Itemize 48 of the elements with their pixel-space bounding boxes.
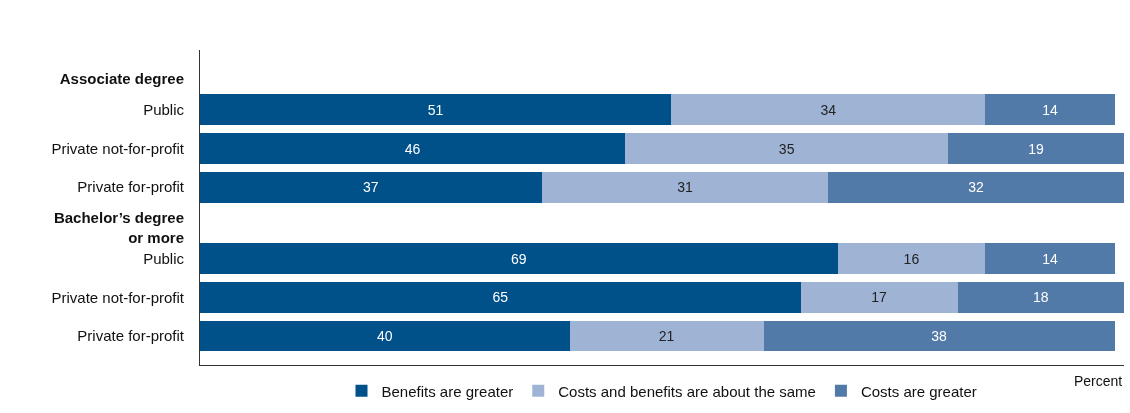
legend-label: Costs are greater (860, 382, 977, 400)
bar (763, 320, 1115, 352)
bar (985, 243, 1115, 275)
bar (828, 171, 1124, 203)
bar (800, 281, 958, 313)
bar (948, 133, 1124, 165)
data-label: 38 (931, 328, 948, 345)
data-label: 40 (376, 328, 393, 345)
bar (671, 94, 986, 126)
data-label: 34 (820, 101, 837, 118)
y-tick-label: Private for-profit (77, 327, 185, 345)
data-label: 18 (1032, 289, 1049, 306)
y-tick-label: Private for-profit (77, 178, 185, 196)
bar (200, 171, 542, 203)
data-label: 65 (492, 289, 509, 306)
data-label: 17 (871, 289, 888, 306)
data-label: 14 (1042, 250, 1058, 267)
data-label: 51 (427, 101, 444, 118)
y-tick-label: Private not-for-profit (51, 288, 185, 306)
data-label: 31 (677, 179, 693, 196)
y-tick-label: Private not-for-profit (51, 139, 185, 157)
bar (837, 243, 986, 275)
data-label: 37 (363, 179, 379, 196)
legend-label: Benefits are greater (381, 382, 514, 400)
bar (569, 320, 764, 352)
data-label: 14 (1042, 101, 1058, 118)
data-label: 32 (968, 179, 985, 196)
bar (200, 94, 672, 126)
legend-label: Costs and benefits are about the same (558, 382, 816, 400)
data-label: 69 (510, 250, 527, 267)
bar (625, 133, 949, 165)
y-tick-label: Public (143, 101, 185, 119)
bar (200, 281, 801, 313)
data-label: 35 (778, 140, 795, 157)
data-label: 16 (903, 250, 920, 267)
x-axis-title: Percent (1074, 373, 1123, 389)
bar (200, 133, 626, 165)
data-label: 19 (1028, 140, 1045, 157)
bar (200, 320, 570, 352)
data-label: 21 (658, 328, 675, 345)
y-tick-label: Public (143, 249, 185, 267)
data-label: 46 (404, 140, 421, 157)
bar (985, 94, 1115, 126)
y-tick-label: Bachelor’s degree or more (53, 209, 184, 246)
bar (200, 243, 838, 275)
bar (541, 171, 829, 203)
y-tick-label: Associate degree (59, 70, 184, 88)
bar (957, 281, 1124, 313)
